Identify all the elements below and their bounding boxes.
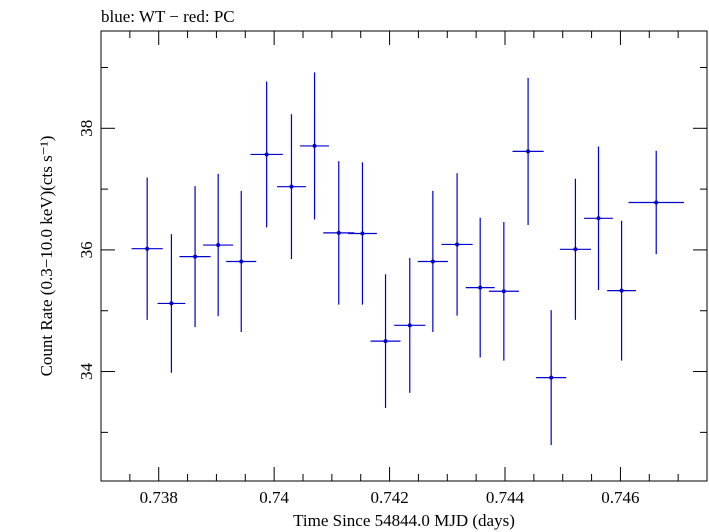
point-marker <box>289 184 294 189</box>
data-point <box>512 77 544 225</box>
point-marker <box>573 247 578 252</box>
axes: 0.738 0.74 0.742 0.744 0.746 34 36 38 <box>77 31 708 507</box>
point-marker <box>430 259 435 264</box>
point-marker <box>407 323 412 328</box>
data-point <box>417 190 448 333</box>
point-marker <box>145 246 150 251</box>
point-marker <box>216 243 221 248</box>
x-tick-label: 0.746 <box>601 488 639 507</box>
data-point <box>559 178 591 320</box>
x-tick-label: 0.742 <box>370 488 408 507</box>
data-point <box>488 221 519 361</box>
data-point <box>536 310 567 446</box>
chart-title: blue: WT − red: PC <box>101 7 235 26</box>
x-axis-label: Time Since 54844.0 MJD (days) <box>293 511 515 530</box>
data-point <box>157 234 186 373</box>
point-marker <box>549 375 554 380</box>
point-marker <box>383 339 388 344</box>
y-tick-label: 34 <box>77 363 96 381</box>
point-marker <box>596 216 601 221</box>
point-marker <box>478 285 483 290</box>
data-point <box>348 162 377 305</box>
point-marker <box>312 143 317 148</box>
data-point <box>277 114 306 260</box>
point-marker <box>619 288 624 293</box>
x-tick-label: 0.744 <box>486 488 525 507</box>
point-marker <box>264 152 269 157</box>
data-point <box>226 190 257 333</box>
data-point <box>465 217 495 358</box>
data-point <box>179 186 211 328</box>
point-marker <box>193 254 198 259</box>
point-marker <box>654 200 659 205</box>
data-point <box>250 81 283 228</box>
data-point <box>300 72 329 220</box>
data-point <box>131 177 163 320</box>
y-tick-label: 36 <box>77 241 96 258</box>
y-axis-label: Count Rate (0.3−10.0 keV)(cts s⁻¹) <box>37 136 56 377</box>
y-tick-label: 38 <box>77 120 96 137</box>
data-point <box>370 274 401 409</box>
data-point <box>394 257 426 393</box>
point-marker <box>239 259 244 264</box>
point-marker <box>169 301 174 306</box>
point-marker <box>501 289 506 294</box>
x-tick-label: 0.74 <box>259 488 289 507</box>
data-point <box>203 173 234 317</box>
data-point <box>628 150 684 255</box>
x-tick-label: 0.738 <box>140 488 178 507</box>
data-point <box>607 220 637 361</box>
point-marker <box>526 149 531 154</box>
point-marker <box>336 230 341 235</box>
data-points <box>131 72 684 446</box>
data-point <box>584 146 613 291</box>
data-point <box>323 161 355 305</box>
point-marker <box>360 231 365 236</box>
point-marker <box>455 242 460 247</box>
data-point <box>441 173 473 316</box>
plot-frame <box>100 30 708 482</box>
